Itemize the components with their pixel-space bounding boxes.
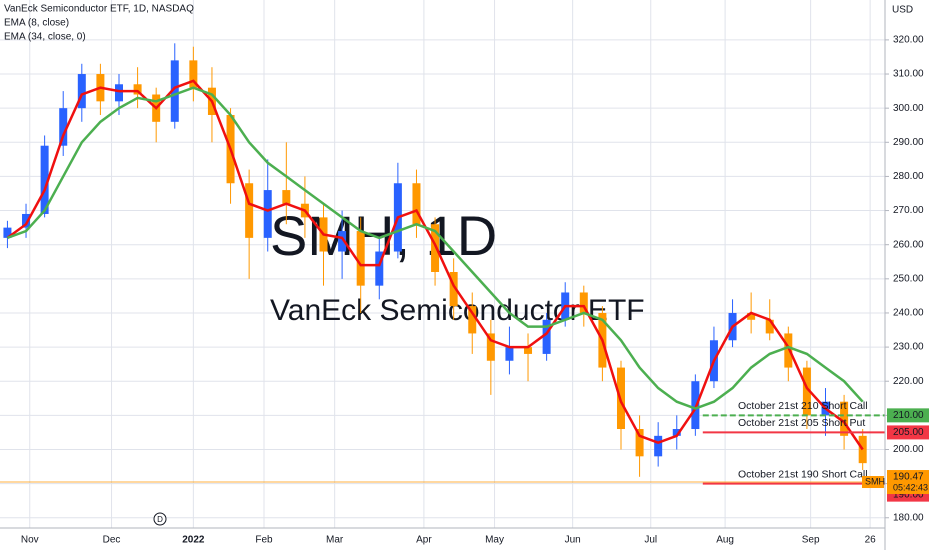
candle-body [840,401,849,436]
legend-entry: EMA (8, close) [4,18,69,29]
y-tick-label: 310.00 [893,69,924,80]
last-price-tag [887,470,929,495]
y-tick-label: 220.00 [893,376,924,387]
candle-body [802,367,811,416]
candle-body [747,312,756,320]
y-tick-label: 250.00 [893,273,924,284]
candle-body [654,435,663,457]
candle-body [672,429,681,436]
candle-body [59,108,68,146]
price-tag-label: 190.00 [893,489,924,500]
y-tick-label: 270.00 [893,205,924,216]
candle-body [356,231,365,286]
candle-body [765,319,774,334]
candle-body [77,74,86,109]
x-tick-label: Jun [565,535,581,546]
y-tick-label: 300.00 [893,103,924,114]
event-marker[interactable] [153,512,167,526]
countdown: 05:42:43 [893,482,928,492]
legend-title: VanEck Semiconductor ETF, 1D, NASDAQ [4,4,194,15]
price-tag-label: 205.00 [893,427,924,438]
y-tick-label: 230.00 [893,342,924,353]
ema-line [7,86,864,410]
candle-body [431,224,440,272]
y-tick-label: 260.00 [893,239,924,250]
candle-body [579,292,588,313]
candle-body [282,190,291,204]
x-tick-label: May [485,535,504,546]
y-tick-label: 180.00 [893,512,924,523]
x-tick-label: Dec [103,535,121,546]
candle-body [133,84,142,95]
candle-body [542,319,551,354]
candle-body [114,84,123,102]
candle-body [468,306,477,334]
x-tick-label: 2022 [182,535,205,546]
candle-body [40,145,49,214]
candle-body [412,183,421,225]
legend-entry: EMA (34, close, 0) [4,32,86,43]
x-tick-label: Feb [255,535,273,546]
symbol-tag [862,476,884,489]
x-tick-label: Apr [416,535,432,546]
y-tick-label: 240.00 [893,308,924,319]
candle-body [3,227,12,238]
candle-body [524,347,533,354]
candle-body [22,213,31,228]
y-tick-label: 320.00 [893,35,924,46]
ema-line [6,79,864,451]
event-label: D [157,515,163,524]
candle-body [375,251,384,286]
last-price-label: 190.47 [893,472,924,483]
level-label: October 21st 205 Short Put [738,417,865,429]
candle-body [263,190,272,238]
x-tick-label: Jul [644,535,657,546]
candle-body [170,60,179,122]
x-tick-label: 26 [865,535,877,546]
candle-body [505,347,514,361]
candle-body [486,333,495,361]
x-tick-label: Nov [21,535,39,546]
x-tick-label: Mar [326,535,344,546]
candle-body [784,333,793,368]
x-tick-label: Sep [802,535,820,546]
y-tick-label: 290.00 [893,137,924,148]
price-tag [887,408,929,423]
candle-body [245,183,254,238]
candle-body [189,60,198,88]
candle-body [338,231,347,252]
candle-body [635,429,644,457]
symbol-label: SMH [865,476,885,486]
price-tag-label: 210.00 [893,410,924,421]
level-label: October 21st 210 Short Call [738,400,868,412]
y-tick-label: 200.00 [893,444,924,455]
level-label: October 21st 190 Short Call [738,468,868,480]
x-tick-label: Aug [716,535,734,546]
y-tick-label: 280.00 [893,171,924,182]
price-tag [887,425,929,440]
candle-body [449,272,458,307]
currency: USD [892,5,913,16]
